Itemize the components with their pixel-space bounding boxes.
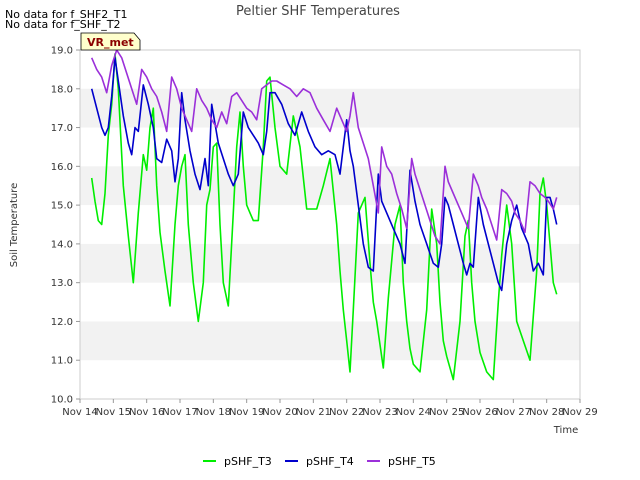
y-axis-label: Soil Temperature xyxy=(9,183,20,268)
y-tick-label: 17.0 xyxy=(51,123,73,134)
x-axis-label: Time xyxy=(553,425,578,436)
series-lines xyxy=(90,49,558,381)
x-tick-label: Nov 27 xyxy=(496,407,531,418)
legend-label: pSHF_T4 xyxy=(306,455,354,468)
badge-box xyxy=(80,32,141,51)
x-tick-label: Nov 23 xyxy=(362,407,397,418)
grid-band xyxy=(80,321,580,361)
x-tick-label: Nov 18 xyxy=(196,407,231,418)
y-tick-label: 11.0 xyxy=(51,356,73,367)
x-tick-label: Nov 19 xyxy=(229,407,264,418)
legend-label: pSHF_T5 xyxy=(388,455,436,468)
y-ticks: 10.0 11.0 12.0 13.0 14.0 15.0 16.0 17.0 18.0 19.0 xyxy=(51,46,80,406)
series-line-pSHF_T5 xyxy=(90,49,558,245)
y-tick-label: 14.0 xyxy=(51,239,73,250)
y-tick-label: 16.0 xyxy=(51,162,73,173)
no-data-note-1: No data for f_SHF2_T1 xyxy=(5,8,128,21)
grid-band xyxy=(80,166,580,206)
x-tick-label: Nov 16 xyxy=(129,407,164,418)
legend-item-pSHF_T4: pSHF_T4 xyxy=(285,455,354,468)
y-tick-label: 10.0 xyxy=(51,395,73,406)
legend: pSHF_T3 pSHF_T4 pSHF_T5 xyxy=(203,455,436,468)
y-tick-label: 19.0 xyxy=(51,46,73,57)
x-tick-label: Nov 17 xyxy=(162,407,197,418)
x-tick-label: Nov 14 xyxy=(62,407,97,418)
series-line-pSHF_T4 xyxy=(90,56,558,292)
no-data-note-2: No data for f_SHF_T2 xyxy=(5,18,121,31)
x-tick-label: Nov 25 xyxy=(429,407,464,418)
plot-frame xyxy=(79,49,581,400)
y-tick-label: 12.0 xyxy=(51,317,73,328)
badge-label: VR_met xyxy=(87,36,134,49)
x-tick-label: Nov 24 xyxy=(396,407,431,418)
chart-title: Peltier SHF Temperatures xyxy=(236,4,400,19)
legend-item-pSHF_T3: pSHF_T3 xyxy=(203,455,272,468)
vr-met-badge: VR_met xyxy=(80,32,141,51)
y-tick-label: 18.0 xyxy=(51,84,73,95)
x-tick-label: Nov 28 xyxy=(529,407,564,418)
x-tick-label: Nov 29 xyxy=(562,407,597,418)
x-tick-label: Nov 22 xyxy=(329,407,364,418)
x-tick-label: Nov 15 xyxy=(96,407,131,418)
x-tick-label: Nov 20 xyxy=(262,407,297,418)
x-tick-label: Nov 21 xyxy=(296,407,331,418)
y-tick-label: 13.0 xyxy=(51,278,73,289)
x-tick-label: Nov 26 xyxy=(462,407,497,418)
legend-label: pSHF_T3 xyxy=(224,455,272,468)
y-tick-label: 15.0 xyxy=(51,201,73,212)
series-line-pSHF_T3 xyxy=(90,53,558,381)
legend-item-pSHF_T5: pSHF_T5 xyxy=(367,455,436,468)
